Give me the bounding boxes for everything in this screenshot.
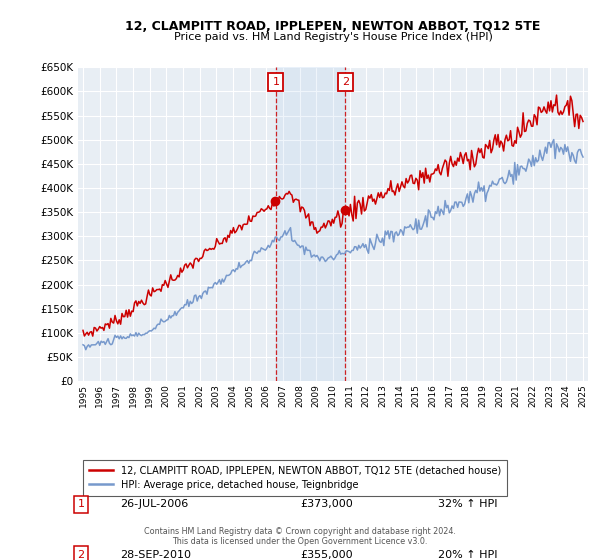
Text: Contains HM Land Registry data © Crown copyright and database right 2024.
This d: Contains HM Land Registry data © Crown c… — [144, 526, 456, 546]
Text: 32% ↑ HPI: 32% ↑ HPI — [438, 500, 497, 510]
Text: 1: 1 — [77, 500, 85, 510]
Text: 2: 2 — [77, 550, 85, 560]
Text: £373,000: £373,000 — [300, 500, 353, 510]
Text: 2: 2 — [342, 77, 349, 87]
Text: £355,000: £355,000 — [300, 550, 353, 560]
Text: 28-SEP-2010: 28-SEP-2010 — [120, 550, 191, 560]
Text: 12, CLAMPITT ROAD, IPPLEPEN, NEWTON ABBOT, TQ12 5TE: 12, CLAMPITT ROAD, IPPLEPEN, NEWTON ABBO… — [125, 20, 541, 32]
Text: Price paid vs. HM Land Registry's House Price Index (HPI): Price paid vs. HM Land Registry's House … — [173, 32, 493, 43]
Text: 1: 1 — [272, 77, 280, 87]
Bar — [276, 67, 346, 381]
Legend: 12, CLAMPITT ROAD, IPPLEPEN, NEWTON ABBOT, TQ12 5TE (detached house), HPI: Avera: 12, CLAMPITT ROAD, IPPLEPEN, NEWTON ABBO… — [83, 460, 507, 496]
Text: 20% ↑ HPI: 20% ↑ HPI — [438, 550, 497, 560]
Text: 26-JUL-2006: 26-JUL-2006 — [120, 500, 188, 510]
